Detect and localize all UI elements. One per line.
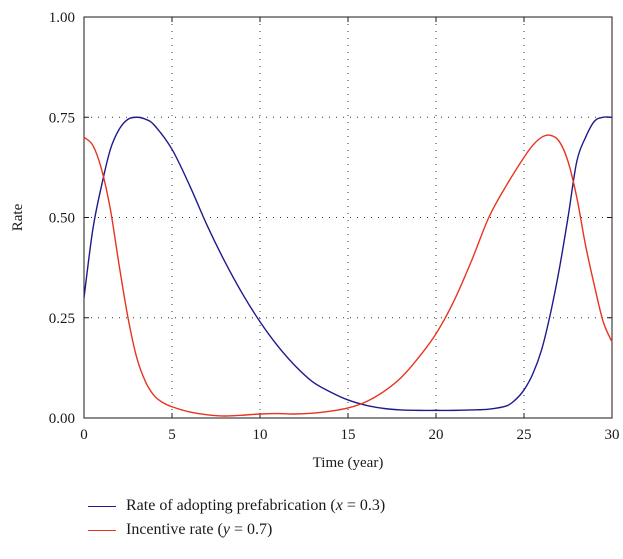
series-line-adoption bbox=[83, 116, 613, 412]
line-chart: 0 5 10 15 20 25 30 0.00 0.25 0.50 0.75 1.00 Time (y… bbox=[10, 10, 620, 471]
series-lines bbox=[83, 116, 613, 417]
axis-ticks: 0 5 10 15 20 25 30 0.00 0.25 0.50 0.75 1.00 bbox=[49, 10, 620, 443]
x-tick-label: 10 bbox=[253, 427, 268, 443]
series-line-incentive bbox=[83, 134, 613, 417]
x-tick-label: 15 bbox=[341, 427, 356, 443]
y-tick-label: 1.00 bbox=[49, 10, 75, 26]
legend-label-incentive: Incentive rate (y = 0.7) bbox=[126, 521, 273, 538]
x-tick-label: 30 bbox=[605, 427, 620, 443]
legend-item-adoption: Rate of adopting prefabrication (x = 0.3… bbox=[88, 494, 385, 518]
y-tick-label: 0.00 bbox=[49, 411, 75, 427]
legend-swatch-incentive bbox=[88, 529, 116, 531]
legend-swatch-adoption bbox=[88, 505, 116, 507]
x-tick-label: 20 bbox=[429, 427, 444, 443]
y-tick-label: 0.75 bbox=[49, 110, 75, 126]
y-tick-label: 0.25 bbox=[49, 311, 75, 327]
x-tick-label: 5 bbox=[168, 427, 176, 443]
x-tick-label: 0 bbox=[80, 427, 88, 443]
x-tick-label: 25 bbox=[517, 427, 532, 443]
y-axis-label: Rate bbox=[10, 203, 26, 231]
grid-lines bbox=[84, 17, 612, 418]
legend: Rate of adopting prefabrication (x = 0.3… bbox=[88, 494, 385, 542]
legend-item-incentive: Incentive rate (y = 0.7) bbox=[88, 518, 385, 542]
legend-label-adoption: Rate of adopting prefabrication (x = 0.3… bbox=[126, 497, 386, 514]
x-axis-label: Time (year) bbox=[313, 455, 384, 471]
y-tick-label: 0.50 bbox=[49, 211, 75, 227]
